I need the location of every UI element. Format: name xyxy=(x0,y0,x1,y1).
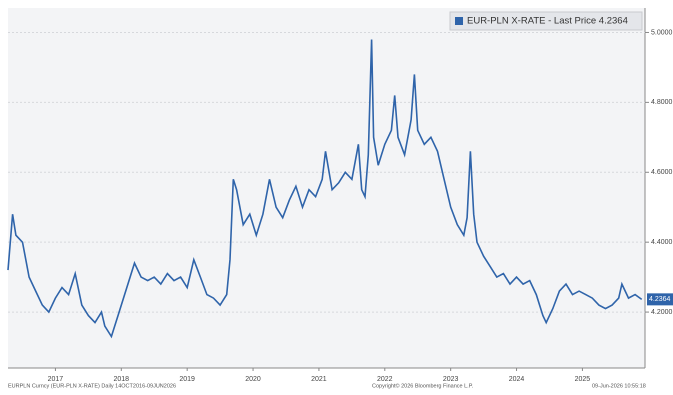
x-tick-label: 2017 xyxy=(48,376,64,383)
footer-text: Copyright© 2026 Bloomberg Finance L.P. xyxy=(372,382,474,389)
y-tick-label: 4.4000 xyxy=(651,239,673,246)
footer-text: EURPLN Curncy (EUR-PLN X-RATE) Daily 14O… xyxy=(8,383,176,389)
x-tick-label: 2025 xyxy=(575,376,591,383)
plot-area xyxy=(8,8,645,368)
x-tick-label: 2018 xyxy=(114,376,130,383)
x-tick-label: 2020 xyxy=(245,376,261,383)
footer-text: 09-Jun-2026 10:55:18 xyxy=(592,383,646,389)
x-tick-label: 2023 xyxy=(443,376,459,383)
series-line xyxy=(7,39,643,339)
last-price-box xyxy=(647,293,673,306)
legend-label: EUR-PLN X-RATE - Last Price 4.2364 xyxy=(467,16,628,27)
y-tick-label: 4.6000 xyxy=(651,169,673,176)
x-tick-label: 2019 xyxy=(179,376,195,383)
last-price-label: 4.2364 xyxy=(649,296,671,303)
y-tick-label: 4.2000 xyxy=(651,309,673,316)
legend-swatch xyxy=(455,17,463,25)
x-tick-label: 2022 xyxy=(377,376,393,383)
y-tick-label: 5.0000 xyxy=(651,29,673,36)
x-tick-label: 2021 xyxy=(311,376,327,383)
y-tick-label: 4.8000 xyxy=(651,99,673,106)
legend-box xyxy=(449,11,643,31)
x-tick-label: 2024 xyxy=(509,376,525,383)
